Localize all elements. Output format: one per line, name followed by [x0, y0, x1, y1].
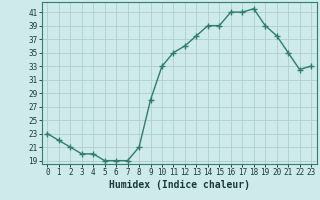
X-axis label: Humidex (Indice chaleur): Humidex (Indice chaleur): [109, 180, 250, 190]
